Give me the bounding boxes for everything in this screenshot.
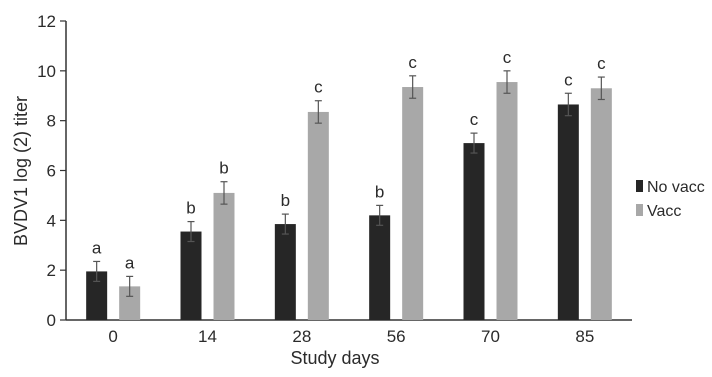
bar: [307, 111, 329, 320]
significance-label: a: [125, 253, 135, 272]
legend: No vacc Vacc: [636, 179, 705, 220]
error-bar: [281, 213, 289, 235]
legend-swatch: [636, 204, 643, 216]
y-tick-label: 4: [47, 211, 56, 230]
bar: [496, 82, 518, 320]
y-tick-label: 2: [47, 261, 56, 280]
legend-label: No vacc: [647, 179, 705, 196]
bar: [274, 224, 296, 320]
error-bar: [409, 75, 417, 99]
error-bar: [314, 100, 322, 124]
bar: [86, 271, 108, 320]
significance-label: c: [597, 54, 606, 73]
x-tick-label: 0: [108, 327, 117, 346]
significance-label: b: [219, 159, 228, 178]
bar: [119, 286, 141, 320]
error-bars: [93, 70, 605, 297]
bar: [402, 87, 424, 320]
significance-label: b: [186, 199, 195, 218]
bar: [463, 143, 485, 320]
x-tick-label: 85: [575, 327, 594, 346]
significance-label: b: [281, 191, 290, 210]
error-bar: [597, 76, 605, 101]
x-tick-label: 70: [481, 327, 500, 346]
significance-label: c: [408, 53, 417, 72]
x-axis-title: Study days: [290, 348, 379, 368]
bar: [180, 231, 202, 320]
bar: [557, 104, 579, 321]
significance-label: a: [92, 238, 102, 257]
error-bar: [220, 181, 228, 205]
error-bar: [187, 220, 195, 243]
error-bar: [564, 92, 572, 117]
x-axis-ticks: 0 14 28 56 70 85: [108, 327, 594, 346]
error-bar: [93, 260, 101, 282]
y-tick-label: 6: [47, 162, 56, 181]
significance-label: b: [375, 182, 384, 201]
significance-label: c: [470, 110, 479, 129]
significance-labels: a a b b b c b c c c c c: [92, 48, 606, 273]
bar: [213, 192, 235, 320]
x-tick-label: 56: [387, 327, 406, 346]
y-tick-label: 12: [37, 12, 56, 31]
significance-label: c: [564, 70, 573, 89]
bars: [86, 82, 612, 321]
y-tick-label: 10: [37, 62, 56, 81]
y-axis-ticks: 0 2 4 6 8 10 12: [37, 12, 66, 330]
y-tick-label: 0: [47, 311, 56, 330]
significance-label: c: [503, 48, 512, 67]
legend-label: Vacc: [647, 203, 681, 220]
y-axis-title: BVDV1 log (2) titer: [11, 96, 31, 246]
error-bar: [126, 275, 134, 297]
axes: [65, 21, 632, 321]
significance-label: c: [314, 78, 323, 97]
x-tick-label: 28: [292, 327, 311, 346]
bar: [590, 88, 612, 321]
x-tick-label: 14: [198, 327, 217, 346]
bar: [369, 215, 391, 320]
error-bar: [376, 204, 384, 226]
legend-swatch: [636, 180, 643, 192]
error-bar: [503, 70, 511, 94]
y-tick-label: 8: [47, 112, 56, 131]
error-bar: [470, 132, 478, 154]
